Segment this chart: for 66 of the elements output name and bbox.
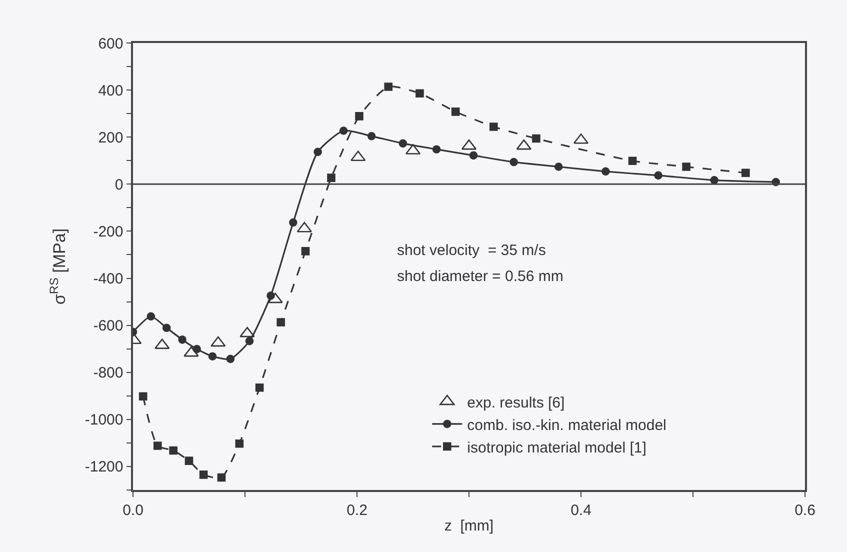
point	[384, 82, 393, 91]
y-tick-label: -1000	[84, 412, 124, 429]
point	[355, 112, 364, 120]
point	[469, 151, 478, 160]
point	[682, 162, 690, 171]
point	[138, 392, 148, 401]
point	[240, 326, 255, 338]
point	[266, 292, 275, 300]
point	[153, 442, 162, 450]
x-tick-label: 0.6	[794, 502, 816, 519]
x-axis-title: z [mm]	[444, 517, 494, 534]
point	[276, 318, 285, 326]
point	[532, 134, 540, 143]
point	[169, 446, 178, 455]
point	[184, 456, 194, 465]
point	[226, 354, 235, 364]
point	[398, 139, 408, 148]
point	[210, 336, 226, 347]
point	[741, 168, 750, 178]
point	[146, 312, 156, 321]
point	[178, 336, 186, 344]
point	[489, 122, 498, 131]
annotation: shot diameter = 0.56 mm	[397, 268, 564, 285]
point	[628, 156, 637, 166]
point	[654, 171, 662, 180]
y-tick-label: -400	[93, 270, 124, 288]
point	[314, 148, 322, 156]
point	[451, 108, 460, 116]
y-tick-label: 200	[98, 129, 124, 146]
point	[162, 324, 171, 332]
point	[710, 176, 718, 184]
x-tick-label: 0.2	[346, 502, 368, 519]
point	[184, 346, 199, 357]
point	[510, 158, 518, 166]
point	[416, 89, 424, 98]
annotation: shot velocity = 35 m/s	[397, 242, 546, 259]
y-tick-label: 600	[98, 35, 124, 52]
point	[268, 292, 283, 304]
point	[235, 440, 244, 448]
point	[199, 470, 208, 479]
point	[367, 132, 376, 140]
x-tick-label: 0.0	[122, 502, 144, 519]
point	[327, 174, 336, 182]
point	[289, 218, 298, 227]
x-tick-label: 0.4	[570, 502, 592, 519]
legend-label: isotropic material model [1]	[467, 439, 646, 456]
legend-label: exp. results [6]	[467, 394, 565, 412]
point	[208, 352, 217, 361]
y-tick-label: 400	[98, 82, 124, 100]
point	[432, 145, 441, 154]
point	[516, 139, 532, 150]
y-tick-label: -600	[93, 318, 124, 335]
y-tick-label: -200	[93, 223, 124, 240]
y-tick-label: 0	[114, 176, 124, 194]
point	[296, 222, 312, 232]
point	[601, 167, 610, 176]
y-tick-label: -800	[93, 364, 124, 382]
point	[301, 247, 310, 256]
point	[217, 473, 226, 482]
point	[245, 336, 254, 346]
point	[255, 384, 264, 392]
legend-label: comb. iso.-kin. material model	[467, 416, 666, 434]
point	[554, 162, 563, 171]
y-tick-label: -1200	[84, 458, 124, 476]
point	[192, 344, 201, 354]
point	[339, 126, 348, 135]
